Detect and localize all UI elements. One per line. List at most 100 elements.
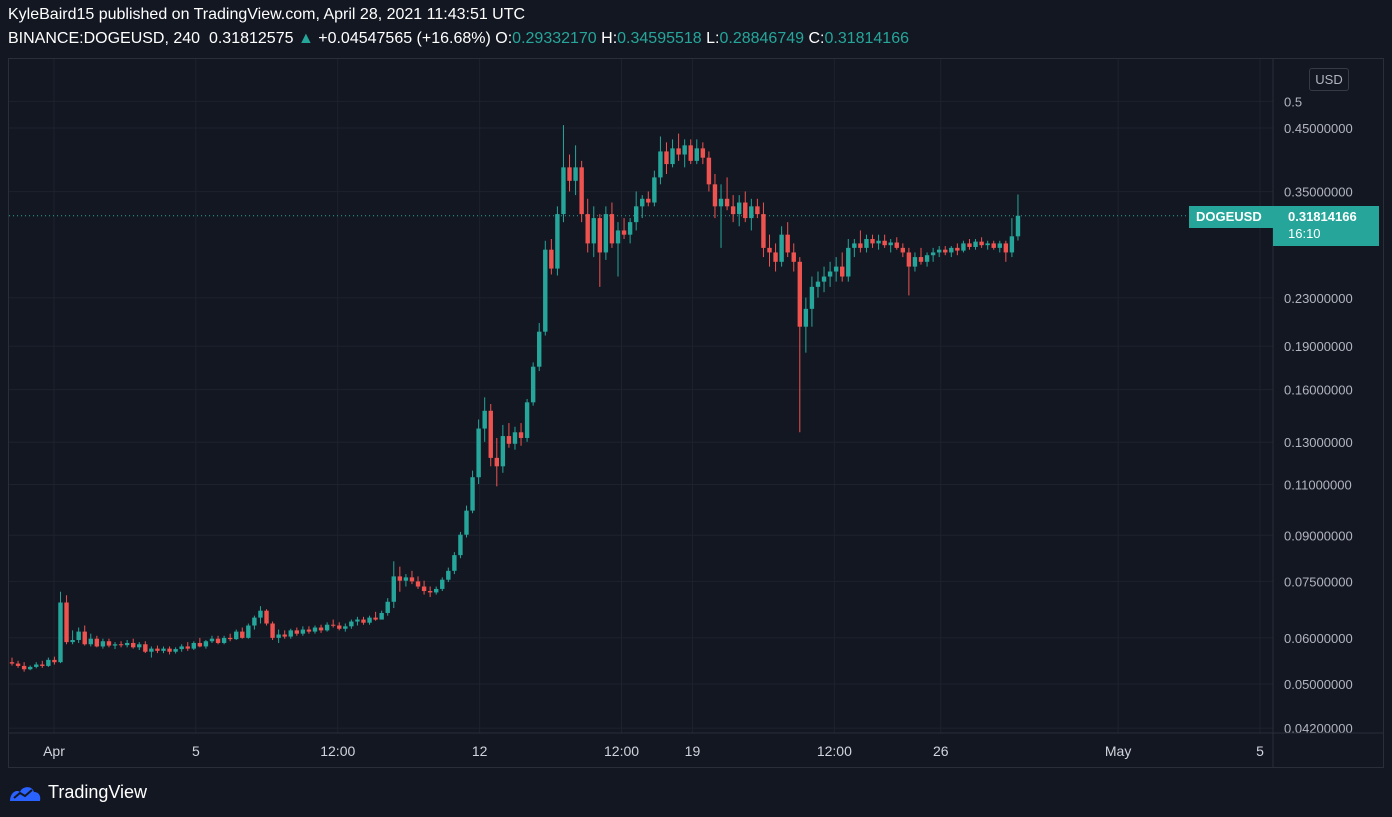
candle-body [27, 666, 33, 670]
candle-body [670, 148, 675, 165]
candle-body [337, 625, 342, 629]
x-tick-label: 26 [933, 743, 949, 759]
candle-body [64, 602, 69, 643]
candle-body [979, 241, 984, 246]
candle-body [227, 637, 233, 640]
candle-body [397, 576, 403, 581]
candle-body [294, 630, 300, 634]
candle-body [524, 402, 530, 438]
candle-body [476, 428, 481, 478]
candle-body [749, 206, 754, 219]
candle-body [809, 286, 815, 309]
y-tick-label: 0.09000000 [1284, 528, 1353, 543]
candle-body [700, 148, 706, 158]
candle-body [52, 659, 57, 663]
tradingview-wordmark: TradingView [48, 782, 148, 802]
candle-body [676, 148, 681, 155]
candle-body [349, 621, 354, 627]
change-value: +0.04547565 (+16.68%) [318, 30, 491, 47]
candle-body [112, 644, 118, 646]
candle-body [682, 145, 687, 155]
candle-body [961, 243, 966, 251]
last-price-tag: 0.31814166 16:10 [1273, 206, 1379, 246]
candle-body [137, 644, 142, 648]
candle-body [1009, 236, 1015, 253]
candle-body [864, 239, 869, 248]
candle-body [664, 151, 669, 165]
last-price-value: 0.31814166 [1288, 209, 1357, 224]
x-tick-label: Apr [43, 743, 65, 759]
candle-body [434, 588, 439, 593]
tradingview-logo-icon [10, 786, 41, 801]
candle-body [785, 234, 790, 253]
candle-body [943, 249, 948, 253]
y-tick-label: 0.04200000 [1284, 721, 1353, 736]
triangle-up-icon: ▲ [297, 30, 314, 47]
candle-body [270, 623, 275, 638]
candle-body [179, 646, 184, 650]
candle-body [930, 252, 936, 256]
candle-body [482, 410, 487, 429]
candle-body [688, 145, 693, 161]
low-value: 0.28846749 [719, 30, 805, 47]
x-tick-label: 12:00 [817, 743, 852, 759]
candle-body [15, 663, 21, 666]
candle-body [167, 648, 172, 652]
footer-brand[interactable]: TradingView [8, 782, 147, 803]
candle-body [724, 198, 730, 207]
y-tick-label: 0.05000000 [1284, 677, 1353, 692]
candle-body [234, 631, 239, 640]
candle-body [318, 627, 324, 631]
y-tick-label: 0.16000000 [1284, 383, 1353, 398]
candle-body [882, 240, 887, 246]
candle-body [936, 249, 942, 253]
candle-body [797, 261, 802, 327]
candle-body [512, 432, 518, 444]
candle-body [694, 148, 699, 161]
candle-body [94, 638, 100, 647]
candle-body [149, 648, 154, 652]
candle-body [652, 177, 657, 203]
candle-body [924, 255, 930, 262]
candle-body [131, 642, 136, 648]
currency-badge[interactable]: USD [1309, 68, 1349, 91]
candle-body [840, 266, 845, 277]
candle-body [488, 410, 493, 458]
low-label: L: [706, 30, 720, 47]
candle-body [555, 214, 560, 269]
candle-body [58, 602, 63, 663]
candle-body [615, 230, 621, 244]
publish-text: KyleBaird15 published on TradingView.com… [8, 6, 526, 23]
candle-body [603, 214, 609, 253]
candle-body [955, 247, 960, 251]
candle-body [100, 641, 106, 647]
candle-body [567, 167, 572, 181]
chart-frame[interactable] [8, 58, 1384, 768]
candle-body [246, 625, 251, 638]
candle-body [597, 218, 603, 253]
candle-body [288, 630, 293, 637]
candle-body [173, 649, 178, 652]
candle-body [306, 629, 312, 632]
y-tick-label: 0.13000000 [1284, 435, 1353, 450]
candle-body [609, 214, 615, 244]
candle-body [464, 510, 469, 535]
candle-body [906, 252, 912, 267]
candle-body [918, 257, 924, 262]
candle-body [870, 239, 875, 244]
candle-body [761, 214, 766, 248]
candle-body [518, 432, 524, 438]
candle-body [240, 631, 245, 638]
candle-body [779, 234, 784, 262]
candle-body [76, 631, 81, 640]
candle-body [264, 610, 269, 624]
x-tick-label: 5 [1256, 743, 1264, 759]
candle-body [858, 243, 863, 248]
candle-body [427, 591, 433, 593]
candle-body [876, 240, 881, 244]
candle-body [494, 457, 499, 467]
y-tick-label: 0.45000000 [1284, 121, 1353, 136]
candle-body [46, 659, 51, 666]
high-value: 0.34595518 [617, 30, 702, 47]
